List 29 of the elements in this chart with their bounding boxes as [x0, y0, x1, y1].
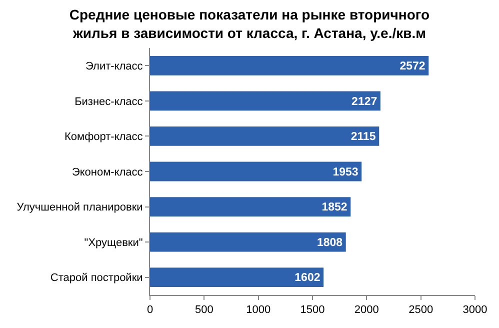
data-label: 1808: [317, 236, 344, 249]
x-tick-label: 1500: [300, 304, 325, 316]
bar: [150, 162, 362, 182]
x-tick-label: 2000: [354, 304, 379, 316]
data-label: 2572: [400, 60, 426, 72]
y-tick-label: Элит-класс: [86, 60, 144, 72]
data-label: 2127: [352, 96, 378, 108]
y-tick-label: Старой постройки: [50, 272, 143, 284]
bar: [150, 126, 380, 146]
y-tick-label: "Хрущевки": [84, 236, 143, 249]
data-label: 2115: [350, 131, 376, 144]
data-label: 1602: [294, 272, 320, 284]
bar: [150, 56, 429, 76]
x-tick-label: 500: [194, 304, 214, 316]
data-label: 1852: [322, 202, 348, 214]
y-tick-label: Бизнес-класс: [74, 96, 144, 108]
x-tick-label: 0: [146, 304, 154, 316]
y-tick-label: Улучшенной планировки: [16, 202, 143, 214]
y-tick-label: Комфорт-класс: [64, 131, 144, 144]
x-tick-label: 1000: [246, 304, 271, 316]
bar: [150, 268, 324, 288]
x-tick-label: 3000: [462, 304, 488, 316]
bar: [150, 91, 380, 111]
chart-title: Средние ценовые показатели на рынке вторичного жилья в зависимости от класса, г. Астана, у.е./кв.м: [69, 6, 430, 41]
y-tick-label: Эконом-класс: [72, 166, 144, 178]
bar: [150, 197, 351, 216]
bar: [150, 232, 346, 252]
data-label: 1953: [332, 166, 358, 178]
x-tick-label: 2500: [408, 304, 434, 316]
